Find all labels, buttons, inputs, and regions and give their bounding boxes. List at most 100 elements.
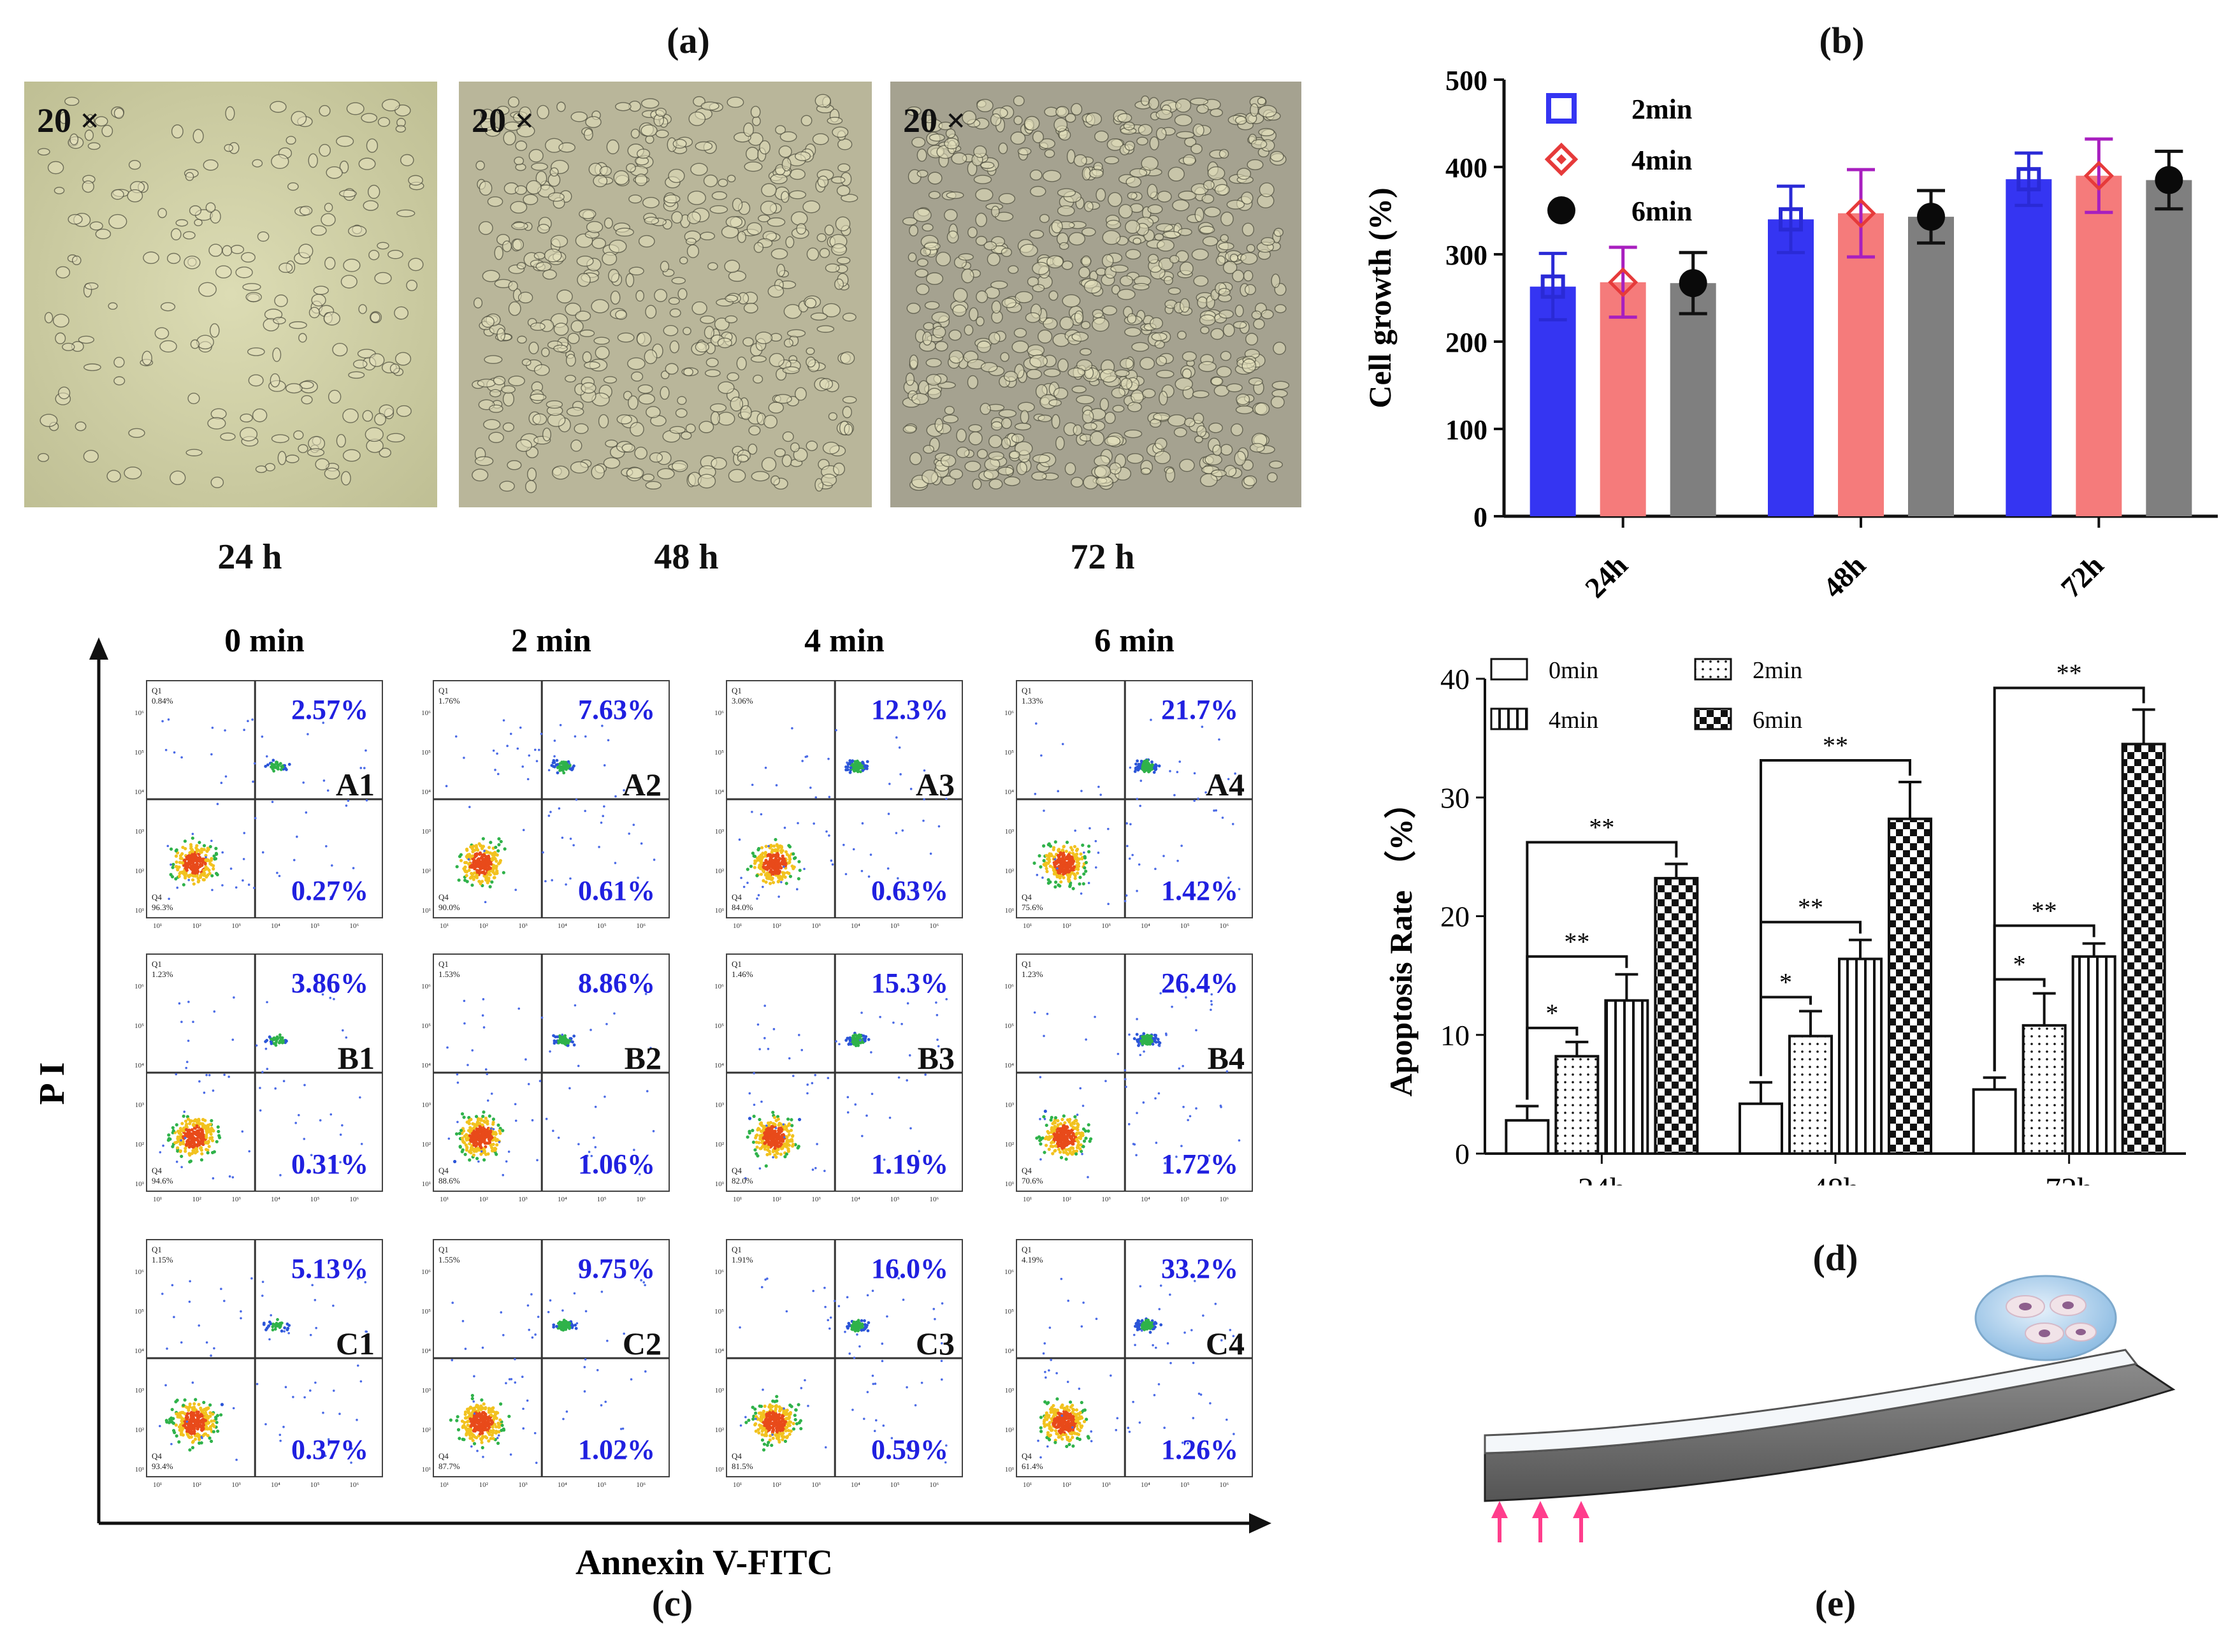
cell (1081, 255, 1092, 267)
cell (313, 286, 329, 295)
event-dot (1083, 851, 1085, 854)
cell (936, 251, 951, 266)
event-dot (185, 863, 189, 867)
event-dot (1068, 1131, 1072, 1135)
cell (1148, 97, 1159, 110)
event-dot (827, 1076, 830, 1080)
event-dot (333, 1162, 336, 1165)
cell (1199, 226, 1215, 234)
cell (160, 302, 176, 312)
event-dot (210, 1126, 213, 1130)
cell (365, 427, 384, 442)
event-dot (166, 844, 170, 848)
cell (47, 161, 64, 175)
event-dot (1152, 766, 1156, 770)
event-dot (495, 859, 498, 863)
cell (806, 247, 820, 261)
event-dot (766, 1129, 770, 1133)
event-dot (1053, 1116, 1058, 1120)
cell (1197, 296, 1208, 309)
event-dot (759, 1121, 763, 1125)
cell (484, 355, 503, 365)
event-dot (1135, 1032, 1139, 1036)
cell (728, 468, 746, 483)
cell (1168, 166, 1185, 182)
event-dot (767, 1149, 771, 1153)
event-dot (753, 1103, 756, 1106)
cell (310, 225, 327, 236)
cell (1154, 451, 1171, 465)
event-dot (496, 1123, 500, 1127)
event-dot (459, 859, 463, 862)
event-dot (1146, 765, 1150, 769)
cell (579, 330, 595, 337)
y-tick-label: 400 (1445, 152, 1487, 184)
cell (821, 303, 841, 317)
event-dot (1080, 892, 1083, 895)
event-dot (806, 755, 809, 758)
cell (553, 344, 568, 352)
cell (932, 326, 946, 338)
event-dot (936, 1013, 939, 1017)
event-dot (329, 895, 333, 899)
event-dot (191, 836, 194, 840)
cell (605, 439, 618, 448)
event-dot (205, 856, 207, 859)
data-marker (1846, 198, 1876, 229)
cell (54, 187, 65, 194)
event-dot (857, 1036, 860, 1040)
cell (1031, 471, 1047, 481)
cell (991, 205, 1000, 218)
event-dot (796, 1146, 800, 1150)
event-dot (859, 1039, 862, 1041)
event-dot (899, 773, 902, 776)
event-dot (854, 760, 857, 764)
q1-value: 1.46% (732, 969, 753, 979)
event-dot (1083, 855, 1087, 859)
event-dot (1085, 1038, 1087, 1041)
event-dot (1238, 1139, 1241, 1142)
event-dot (465, 1138, 468, 1142)
cell (767, 217, 786, 227)
event-dot (189, 1159, 193, 1163)
cell (634, 446, 647, 460)
cell (1261, 309, 1274, 319)
cell (1104, 436, 1121, 447)
q1-value: 1.33% (1022, 696, 1043, 706)
event-dot (492, 1127, 495, 1131)
event-dot (1076, 1122, 1080, 1126)
y-tick-label: 10¹ (1005, 1180, 1014, 1188)
event-dot (1072, 1122, 1076, 1126)
event-dot (1097, 851, 1100, 854)
cell (690, 163, 708, 176)
cell (1011, 340, 1029, 354)
cell (166, 252, 181, 264)
cell (566, 407, 584, 417)
event-dot (851, 759, 855, 763)
event-dot (758, 1048, 761, 1050)
event-dot (1077, 861, 1081, 866)
event-dot (1039, 1142, 1043, 1146)
cell (949, 468, 964, 480)
cell (640, 98, 660, 109)
event-dot (803, 867, 806, 871)
event-dot (854, 1103, 857, 1106)
cell (660, 370, 670, 379)
x-tick-label: 10⁴ (1141, 1196, 1150, 1203)
event-dot (275, 1037, 279, 1041)
cell (630, 371, 644, 382)
event-dot (565, 883, 567, 886)
event-dot (757, 894, 760, 897)
event-dot (171, 862, 175, 866)
cell (613, 170, 630, 185)
event-dot (748, 1092, 751, 1095)
event-dot (468, 862, 472, 866)
cell (988, 331, 1001, 345)
event-dot (469, 1139, 474, 1143)
event-dot (1053, 855, 1057, 859)
event-dot (772, 864, 776, 867)
cell (654, 289, 668, 302)
q3-percentage: 0.61% (578, 875, 655, 906)
cell (821, 474, 837, 486)
cell (340, 471, 351, 486)
